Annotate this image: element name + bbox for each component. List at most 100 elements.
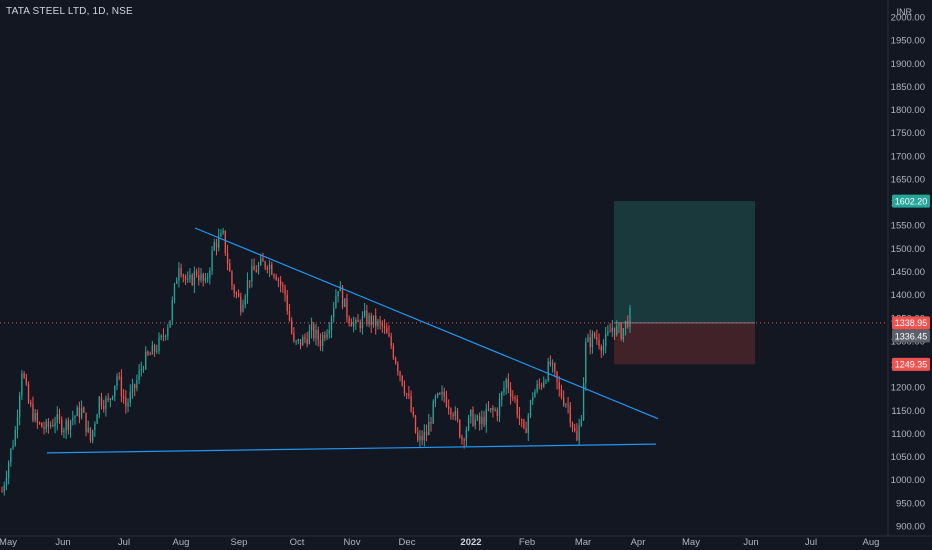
- candle-body: [184, 276, 187, 280]
- candle-body: [498, 399, 501, 416]
- candle-body: [279, 280, 282, 285]
- candle-body: [80, 407, 83, 418]
- price-tick-label: 1700.00: [891, 151, 925, 162]
- candle-body: [518, 414, 521, 419]
- candle-body: [5, 477, 8, 486]
- descending-trendline[interactable]: [194, 227, 659, 420]
- candle-body: [187, 279, 189, 281]
- candle-body: [14, 430, 16, 446]
- candle-body: [248, 280, 251, 282]
- candle-body: [173, 283, 176, 301]
- candle-body: [32, 404, 34, 421]
- candle-body: [596, 336, 598, 340]
- candle-body: [69, 420, 72, 430]
- candle-body: [377, 320, 379, 327]
- candle-body: [618, 323, 620, 326]
- time-tick-label: Nov: [344, 537, 361, 548]
- candle-body: [127, 402, 129, 407]
- candle-body: [27, 384, 30, 403]
- candle-body: [10, 448, 12, 463]
- candle-body: [624, 320, 627, 329]
- target-zone[interactable]: [614, 201, 755, 323]
- candle-body: [333, 307, 335, 318]
- candle-body: [430, 422, 432, 424]
- target-price-label-bg: [892, 194, 930, 208]
- candle-body: [237, 293, 240, 297]
- time-tick-label: May: [682, 537, 700, 548]
- candle-body: [459, 420, 461, 438]
- candle-body: [370, 315, 372, 326]
- candle-body: [461, 437, 463, 440]
- stop-zone[interactable]: [614, 322, 755, 365]
- candle-body: [266, 267, 269, 270]
- candle-body: [209, 270, 211, 278]
- candle-body: [162, 335, 165, 337]
- candle-body: [463, 439, 465, 441]
- candle-body: [1, 491, 3, 493]
- candle-body: [616, 325, 618, 336]
- candle-body: [12, 445, 14, 449]
- candle-body: [507, 379, 510, 389]
- candle-body: [344, 298, 346, 307]
- candle-body: [485, 408, 487, 425]
- candle-body: [567, 404, 569, 406]
- candle-body: [578, 425, 580, 441]
- candle-body: [598, 339, 600, 347]
- candle-body: [381, 322, 384, 327]
- candle-body: [496, 409, 498, 416]
- candle-body: [145, 351, 147, 369]
- candle-body: [627, 320, 629, 327]
- candle-body: [348, 317, 350, 323]
- symbol-title[interactable]: TATA STEEL LTD, 1D, NSE: [6, 6, 133, 17]
- candle-body: [253, 266, 255, 271]
- candle-body: [534, 391, 536, 398]
- target-price-label: 1602.20: [895, 196, 928, 206]
- candle-body: [153, 345, 156, 352]
- candle-body: [523, 420, 525, 429]
- stop-price-label-bg: [892, 357, 930, 371]
- candle-body: [52, 424, 54, 427]
- candle-body: [76, 407, 78, 417]
- candle-body: [193, 271, 196, 285]
- candle-body: [264, 261, 266, 268]
- price-tick-label: 1200.00: [891, 383, 925, 394]
- time-tick-label: Jul: [118, 537, 130, 548]
- time-tick-label: Aug: [863, 537, 880, 548]
- candle-body: [151, 345, 154, 355]
- candle-body: [89, 427, 92, 441]
- candle-body: [321, 334, 324, 347]
- time-axis[interactable]: May Jun Jul Aug Sep Oct Nov Dec 2022 Feb Mar Apr May…: [0, 537, 879, 548]
- candle-body: [352, 322, 355, 327]
- candle-body: [452, 414, 454, 417]
- candle-body: [560, 388, 563, 398]
- candle-body: [282, 284, 284, 287]
- candle-body: [176, 280, 178, 284]
- candle-body: [116, 376, 118, 386]
- candle-body: [98, 396, 100, 415]
- candle-body: [129, 391, 131, 403]
- candle-body: [120, 376, 123, 397]
- price-axis[interactable]: 900.00 950.00 1000.00 1050.00 1100.00 1150.00…: [891, 13, 925, 533]
- time-tick-label: May: [0, 537, 17, 548]
- candle-body: [268, 264, 271, 270]
- candle-body: [337, 291, 339, 297]
- candle-body: [34, 412, 36, 421]
- candle-body: [251, 266, 253, 282]
- candle-body: [454, 410, 456, 417]
- support-trendline[interactable]: [46, 443, 657, 454]
- price-tick-label: 900.00: [896, 522, 925, 533]
- candles: [1, 227, 631, 496]
- candle-body: [122, 396, 125, 399]
- candle-body: [16, 417, 19, 431]
- candle-body: [19, 395, 21, 418]
- candle-body: [317, 329, 319, 340]
- candle-body: [465, 429, 468, 441]
- price-tick-label: 1050.00: [891, 452, 925, 463]
- time-tick-label: Dec: [399, 537, 416, 548]
- candle-body: [551, 363, 554, 365]
- candle-body: [445, 396, 448, 407]
- candle-body: [501, 392, 503, 400]
- trendlines[interactable]: [46, 227, 659, 454]
- candle-body: [105, 398, 107, 409]
